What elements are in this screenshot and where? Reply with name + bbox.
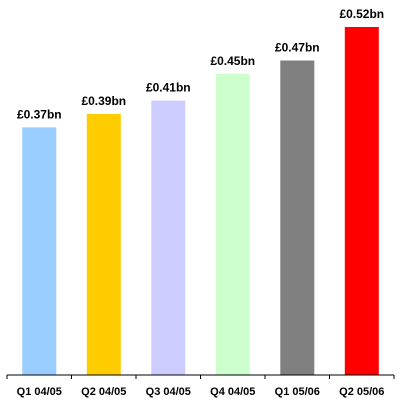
- bar-value-label: £0.39bn: [81, 94, 126, 108]
- bar: [344, 27, 379, 375]
- bar-value-label: £0.41bn: [146, 81, 191, 95]
- x-tick-label: Q2 05/06: [339, 386, 384, 398]
- x-tick-label: Q2 04/05: [81, 386, 126, 398]
- x-ticks-group: [6, 375, 395, 379]
- x-tick-label: Q1 04/05: [17, 386, 62, 398]
- x-tick-label: Q1 05/06: [275, 386, 320, 398]
- bar-value-label: £0.45bn: [210, 54, 255, 68]
- bar-value-label: £0.52bn: [339, 7, 384, 21]
- bar: [22, 127, 57, 376]
- x-tick-label: Q4 04/05: [210, 386, 255, 398]
- bars-group: [22, 27, 379, 376]
- bar: [86, 114, 121, 375]
- bar: [215, 73, 250, 376]
- bar: [280, 60, 315, 375]
- value-labels-group: £0.37bn £0.39bn £0.41bn £0.45bn £0.47bn £0.52…: [17, 7, 384, 121]
- bar-value-label: £0.47bn: [275, 41, 320, 55]
- x-tick-label: Q3 04/05: [146, 386, 191, 398]
- x-tick-labels-group: Q1 04/05 Q2 04/05 Q3 04/05 Q4 04/05 Q1 05/06…: [17, 386, 385, 398]
- bar-value-label: £0.37bn: [17, 107, 62, 121]
- bar: [151, 100, 186, 375]
